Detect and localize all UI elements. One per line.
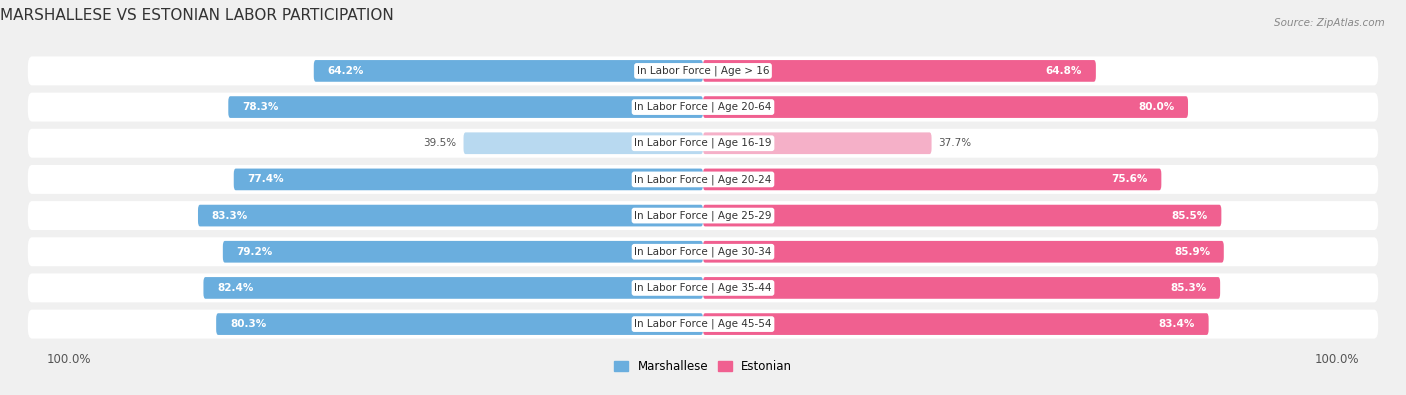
FancyBboxPatch shape: [703, 313, 1209, 335]
FancyBboxPatch shape: [314, 60, 703, 82]
FancyBboxPatch shape: [703, 60, 1095, 82]
FancyBboxPatch shape: [28, 129, 1378, 158]
Legend: Marshallese, Estonian: Marshallese, Estonian: [609, 355, 797, 378]
Text: In Labor Force | Age 45-54: In Labor Force | Age 45-54: [634, 319, 772, 329]
Text: 77.4%: 77.4%: [247, 175, 284, 184]
Text: 64.2%: 64.2%: [328, 66, 364, 76]
FancyBboxPatch shape: [28, 273, 1378, 303]
FancyBboxPatch shape: [703, 205, 1222, 226]
FancyBboxPatch shape: [703, 241, 1223, 263]
FancyBboxPatch shape: [222, 241, 703, 263]
Text: In Labor Force | Age 20-24: In Labor Force | Age 20-24: [634, 174, 772, 185]
Text: In Labor Force | Age 16-19: In Labor Force | Age 16-19: [634, 138, 772, 149]
Text: MARSHALLESE VS ESTONIAN LABOR PARTICIPATION: MARSHALLESE VS ESTONIAN LABOR PARTICIPAT…: [0, 8, 394, 23]
FancyBboxPatch shape: [198, 205, 703, 226]
Text: 83.3%: 83.3%: [212, 211, 247, 220]
FancyBboxPatch shape: [703, 277, 1220, 299]
Text: In Labor Force | Age 30-34: In Labor Force | Age 30-34: [634, 246, 772, 257]
Text: 78.3%: 78.3%: [242, 102, 278, 112]
FancyBboxPatch shape: [703, 132, 932, 154]
Text: In Labor Force | Age 20-64: In Labor Force | Age 20-64: [634, 102, 772, 112]
Text: 85.9%: 85.9%: [1174, 247, 1211, 257]
FancyBboxPatch shape: [204, 277, 703, 299]
FancyBboxPatch shape: [28, 56, 1378, 85]
FancyBboxPatch shape: [233, 169, 703, 190]
FancyBboxPatch shape: [464, 132, 703, 154]
Text: 39.5%: 39.5%: [423, 138, 457, 148]
FancyBboxPatch shape: [28, 92, 1378, 122]
FancyBboxPatch shape: [703, 169, 1161, 190]
Text: 80.0%: 80.0%: [1137, 102, 1174, 112]
Text: 85.3%: 85.3%: [1170, 283, 1206, 293]
Text: Source: ZipAtlas.com: Source: ZipAtlas.com: [1274, 18, 1385, 28]
Text: 37.7%: 37.7%: [938, 138, 972, 148]
FancyBboxPatch shape: [28, 165, 1378, 194]
Text: 64.8%: 64.8%: [1046, 66, 1083, 76]
Text: In Labor Force | Age 25-29: In Labor Force | Age 25-29: [634, 210, 772, 221]
Text: 85.5%: 85.5%: [1171, 211, 1208, 220]
Text: 82.4%: 82.4%: [217, 283, 253, 293]
FancyBboxPatch shape: [28, 237, 1378, 266]
FancyBboxPatch shape: [217, 313, 703, 335]
FancyBboxPatch shape: [703, 96, 1188, 118]
Text: 75.6%: 75.6%: [1111, 175, 1147, 184]
Text: 80.3%: 80.3%: [231, 319, 266, 329]
FancyBboxPatch shape: [28, 310, 1378, 339]
FancyBboxPatch shape: [28, 201, 1378, 230]
Text: In Labor Force | Age 35-44: In Labor Force | Age 35-44: [634, 283, 772, 293]
FancyBboxPatch shape: [228, 96, 703, 118]
Text: 83.4%: 83.4%: [1159, 319, 1195, 329]
Text: In Labor Force | Age > 16: In Labor Force | Age > 16: [637, 66, 769, 76]
Text: 79.2%: 79.2%: [236, 247, 273, 257]
